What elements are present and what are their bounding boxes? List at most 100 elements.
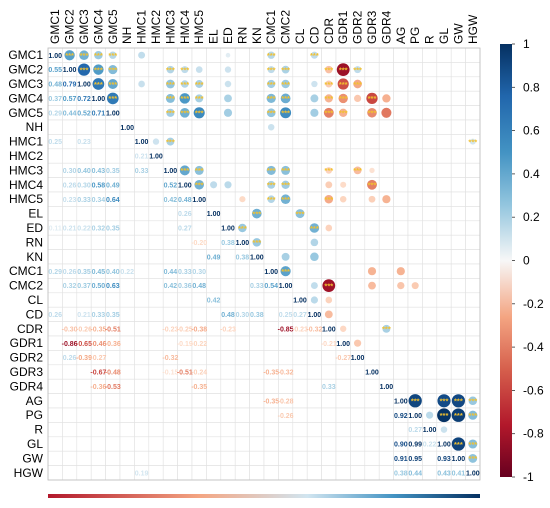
grid-cell — [364, 119, 380, 135]
significance-star: *** — [108, 94, 117, 103]
row-label: GMC5 — [8, 106, 43, 120]
grid-cell — [177, 350, 193, 366]
grid-cell — [335, 465, 351, 481]
grid-cell — [292, 119, 308, 135]
significance-star: *** — [281, 109, 290, 118]
correlation-circle — [108, 65, 118, 75]
grid-cell — [364, 306, 380, 322]
correlation-circle — [324, 194, 334, 204]
correlation-circle — [322, 279, 336, 292]
correlation-value: 0.33 — [92, 312, 106, 319]
grid-cell — [393, 148, 409, 164]
grid-cell — [249, 263, 265, 279]
grid-cell — [407, 47, 423, 63]
grid-cell — [119, 177, 135, 193]
grid-cell — [422, 249, 438, 265]
grid-cell — [378, 162, 394, 178]
significance-star: *** — [195, 94, 204, 103]
grid-cell — [350, 134, 366, 150]
grid-cell — [306, 436, 322, 452]
grid-cell — [162, 292, 178, 308]
row-label: CL — [28, 293, 44, 307]
correlation-circle — [325, 167, 333, 174]
significance-star: *** — [339, 109, 348, 118]
grid-cell — [148, 162, 164, 178]
grid-cell — [148, 47, 164, 63]
correlation-circle — [411, 282, 419, 290]
grid-cell — [105, 465, 121, 481]
significance-star: *** — [310, 224, 319, 233]
grid-cell — [407, 378, 423, 394]
grid-cell — [465, 422, 481, 438]
grid-cell — [407, 206, 423, 222]
correlation-circle — [92, 78, 105, 90]
grid-cell — [350, 292, 366, 308]
significance-star: *** — [252, 209, 261, 218]
correlation-value: 0.92 — [394, 413, 408, 420]
grid-cell — [206, 465, 222, 481]
correlation-value: -0.53 — [105, 384, 121, 391]
correlation-value: 0.33 — [77, 197, 91, 204]
correlation-value: -0.27 — [335, 355, 351, 362]
significance-star: *** — [281, 195, 290, 204]
grid-cell — [436, 321, 452, 337]
correlation-value: 1.00 — [437, 442, 451, 449]
grid-cell — [436, 278, 452, 294]
row-label: HGW — [14, 466, 44, 480]
grid-cell — [47, 177, 63, 193]
grid-cell — [306, 119, 322, 135]
correlation-circle — [451, 408, 466, 422]
grid-cell — [234, 62, 250, 78]
grid-cell — [335, 393, 351, 409]
grid-cell — [364, 47, 380, 63]
grid-cell — [436, 191, 452, 207]
correlation-value: 0.26 — [63, 269, 77, 276]
grid-cell — [90, 206, 106, 222]
grid-cell — [249, 148, 265, 164]
grid-cell — [62, 407, 78, 423]
grid-cell — [148, 321, 164, 337]
grid-cell — [206, 220, 222, 236]
correlation-circle — [310, 94, 319, 103]
grid-cell — [134, 263, 150, 279]
grid-cell — [393, 90, 409, 106]
grid-cell — [450, 220, 466, 236]
significance-star: *** — [324, 109, 333, 118]
grid-cell — [191, 134, 207, 150]
grid-cell — [47, 249, 63, 265]
correlation-value: 0.30 — [192, 269, 206, 276]
significance-star: *** — [195, 80, 204, 89]
grid-cell — [335, 263, 351, 279]
grid-cell — [263, 422, 279, 438]
significance-star: *** — [324, 281, 333, 290]
grid-cell — [306, 364, 322, 380]
correlation-circle — [323, 107, 334, 118]
grid-cell — [321, 206, 337, 222]
grid-cell — [422, 364, 438, 380]
correlation-value: 0.93 — [437, 456, 451, 463]
grid-cell — [436, 206, 452, 222]
grid-cell — [191, 148, 207, 164]
correlation-value: 0.90 — [394, 442, 408, 449]
grid-cell — [263, 234, 279, 250]
grid-cell — [465, 234, 481, 250]
grid-cell — [76, 234, 92, 250]
grid-cell — [407, 249, 423, 265]
grid-cell — [306, 134, 322, 150]
correlation-value: 0.79 — [63, 82, 77, 89]
correlation-circle — [353, 79, 362, 89]
significance-star: *** — [80, 51, 89, 60]
grid-cell — [220, 292, 236, 308]
grid-cell — [350, 393, 366, 409]
row-label: RN — [26, 235, 43, 249]
grid-cell — [407, 162, 423, 178]
grid-cell — [206, 306, 222, 322]
significance-star: *** — [94, 51, 103, 60]
grid-cell — [436, 76, 452, 92]
correlation-circle — [325, 80, 333, 88]
correlation-circle — [396, 267, 405, 276]
grid-cell — [292, 47, 308, 63]
grid-cell — [407, 220, 423, 236]
colorbar-tick-label: 0.8 — [523, 80, 540, 94]
grid-cell — [335, 292, 351, 308]
